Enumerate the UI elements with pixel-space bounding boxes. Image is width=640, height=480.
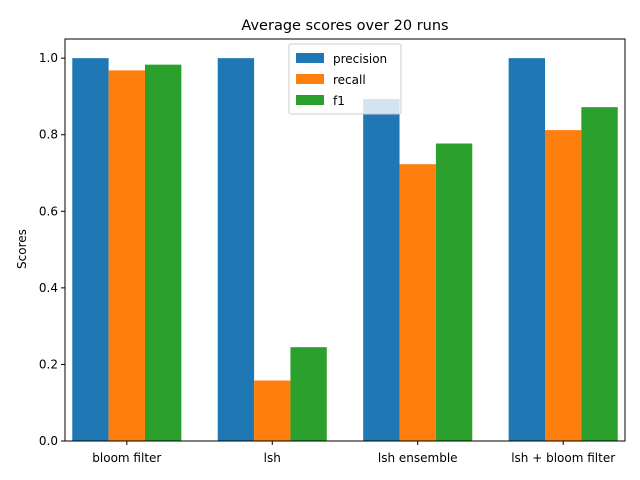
chart-title: Average scores over 20 runs [241, 18, 448, 34]
y-tick-label: 0.2 [39, 357, 58, 371]
bar-recall-lsh [254, 380, 291, 441]
y-axis-title: Scores [15, 229, 29, 269]
legend-swatch-recall [296, 74, 324, 84]
legend-swatch-f1 [296, 95, 324, 105]
bar-recall-lsh-ensemble [399, 164, 436, 441]
plot-frame [64, 38, 626, 442]
legend-label-recall: recall [333, 73, 366, 87]
legend-swatch-precision [296, 53, 324, 63]
bar-f1-bloom-filter [145, 64, 182, 442]
bar-precision-lsh-ensemble [363, 99, 400, 442]
legend-label-precision: precision [333, 52, 387, 66]
bar-f1-lsh-ensemble [435, 143, 473, 441]
bar-precision-lsh-bloom-filter [508, 58, 545, 441]
bar-recall-bloom-filter [108, 70, 145, 441]
x-tick-label: bloom filter [92, 451, 161, 465]
x-tick-label: lsh ensemble [378, 451, 458, 465]
legend-label-f1: f1 [333, 94, 345, 108]
y-tick-label: 0.4 [39, 281, 58, 295]
bar-precision-bloom-filter [72, 58, 109, 441]
y-axis: 0.0 0.2 0.4 0.6 0.8 1.0 [39, 51, 65, 448]
y-tick-label: 0.6 [39, 204, 58, 218]
bars-layer [72, 58, 618, 442]
x-axis: bloom filter lsh lsh ensemble lsh + bloom f… [92, 441, 615, 465]
x-tick-label: lsh [264, 451, 281, 465]
x-tick-label: lsh + bloom filter [511, 451, 615, 465]
y-tick-label: 0.8 [39, 128, 58, 142]
bar-f1-lsh [290, 347, 327, 441]
y-tick-label: 1.0 [39, 51, 58, 65]
legend: precision recall f1 [288, 43, 402, 115]
y-tick-label: 0.0 [39, 434, 58, 448]
bar-f1-lsh-bloom-filter [581, 107, 618, 442]
bar-precision-lsh [217, 58, 255, 441]
bar-recall-lsh-bloom-filter [545, 130, 582, 441]
